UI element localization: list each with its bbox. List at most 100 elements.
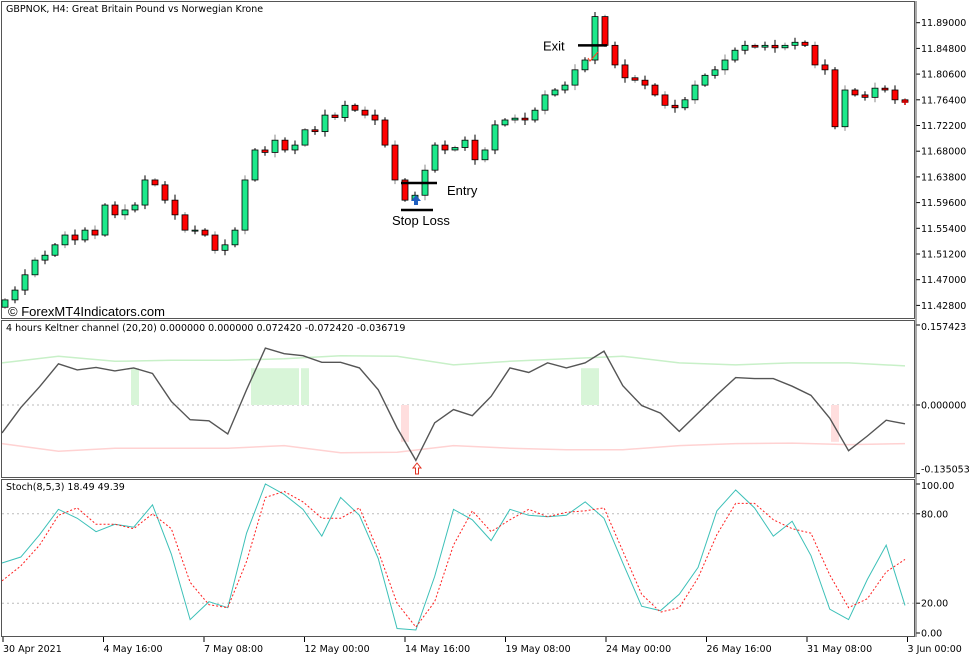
bearish-candle bbox=[471, 139, 479, 161]
bullish-candle bbox=[581, 59, 589, 71]
stoch-main-line bbox=[1, 483, 906, 631]
bullish-candle bbox=[31, 259, 39, 276]
bullish-candle bbox=[21, 274, 29, 291]
stop-loss-label: Stop Loss bbox=[392, 213, 450, 228]
bullish-candle bbox=[451, 147, 459, 151]
bearish-candle bbox=[861, 94, 869, 98]
price-axis-label: 11.51200 bbox=[921, 250, 966, 261]
bullish-candle bbox=[841, 89, 849, 128]
time-axis-label: 7 May 08:00 bbox=[204, 644, 263, 655]
check-icon bbox=[587, 51, 599, 62]
bearish-candle bbox=[391, 144, 399, 181]
price-axis-label: 11.55400 bbox=[921, 224, 966, 235]
bullish-candle bbox=[81, 229, 89, 241]
stoch-axis-label: 20.00 bbox=[921, 599, 948, 610]
stoch-axis-label: 100.00 bbox=[921, 481, 954, 492]
bullish-candle bbox=[481, 149, 489, 161]
bearish-candle bbox=[601, 16, 609, 46]
bullish-candle bbox=[701, 74, 709, 86]
bullish-candle bbox=[561, 84, 569, 91]
bullish-candle bbox=[731, 49, 739, 61]
bullish-candle bbox=[131, 204, 139, 211]
bearish-candle bbox=[751, 44, 759, 48]
bullish-candle bbox=[321, 114, 329, 133]
bearish-candle bbox=[331, 114, 339, 118]
price-axis-label: 11.72200 bbox=[921, 121, 966, 132]
bullish-candle bbox=[101, 204, 109, 236]
buy-histogram-bar bbox=[131, 368, 139, 405]
bearish-candle bbox=[801, 41, 809, 46]
bullish-candle bbox=[241, 179, 249, 231]
bullish-candle bbox=[551, 89, 559, 96]
bearish-candle bbox=[621, 64, 629, 79]
bearish-candle bbox=[671, 104, 679, 109]
bearish-candle bbox=[611, 44, 619, 66]
bullish-candle bbox=[51, 244, 59, 256]
bearish-candle bbox=[771, 44, 779, 49]
bullish-candle bbox=[491, 124, 499, 151]
price-axis-label: 11.47000 bbox=[921, 275, 966, 286]
time-axis-label: 26 May 16:00 bbox=[707, 644, 772, 655]
bearish-candle bbox=[311, 129, 319, 133]
buy-histogram-bar bbox=[251, 368, 299, 405]
bearish-candle bbox=[831, 69, 839, 128]
keltner-indicator-panel[interactable]: 4 hours Keltner channel (20,20) 0.000000… bbox=[1, 320, 915, 478]
bullish-candle bbox=[141, 179, 149, 206]
bearish-candle bbox=[361, 109, 369, 116]
bearish-candle bbox=[401, 179, 409, 201]
bullish-candle bbox=[571, 69, 579, 86]
bearish-candle bbox=[111, 204, 119, 216]
bearish-candle bbox=[171, 199, 179, 216]
price-axis-label: 11.84800 bbox=[921, 44, 966, 55]
bullish-candle bbox=[231, 229, 239, 246]
buy-histogram-bar bbox=[301, 368, 309, 405]
bearish-candle bbox=[881, 87, 889, 91]
bullish-candle bbox=[721, 59, 729, 71]
bullish-candle bbox=[711, 69, 719, 76]
bearish-candle bbox=[661, 94, 669, 106]
time-axis-label: 30 Apr 2021 bbox=[3, 644, 62, 655]
price-axis-label: 11.76400 bbox=[921, 95, 966, 106]
bullish-candle bbox=[871, 87, 879, 98]
bullish-candle bbox=[11, 289, 19, 301]
bearish-candle bbox=[821, 64, 829, 71]
price-axis-label: 11.89000 bbox=[921, 18, 966, 29]
entry-label: Entry bbox=[447, 183, 478, 198]
bullish-candle bbox=[431, 144, 439, 171]
bearish-candle bbox=[631, 77, 639, 81]
stochastic-indicator-panel[interactable]: Stoch(8,5,3) 18.49 49.39 bbox=[1, 479, 915, 637]
price-axis-label: 11.80600 bbox=[921, 70, 966, 81]
bearish-candle bbox=[851, 89, 859, 96]
bullish-candle bbox=[221, 244, 229, 251]
bullish-candle bbox=[251, 149, 259, 181]
time-axis-label: 24 May 00:00 bbox=[606, 644, 671, 655]
bullish-candle bbox=[691, 84, 699, 101]
price-chart-panel[interactable]: GBPNOK, H4: Great Britain Pound vs Norwe… bbox=[1, 1, 915, 319]
bullish-candle bbox=[1, 299, 9, 308]
time-axis-label: 3 Jun 00:00 bbox=[908, 644, 962, 655]
bullish-candle bbox=[681, 99, 689, 109]
sell-histogram-bar bbox=[831, 405, 839, 442]
bearish-candle bbox=[211, 234, 219, 251]
bullish-candle bbox=[781, 44, 789, 49]
bullish-candle bbox=[501, 119, 509, 126]
price-axis-label: 11.63800 bbox=[921, 172, 966, 183]
price-axis-label: 11.59600 bbox=[921, 198, 966, 209]
bearish-candle bbox=[181, 214, 189, 231]
bearish-candle bbox=[91, 229, 99, 236]
bullish-candle bbox=[741, 44, 749, 51]
keltner-lower-band bbox=[1, 442, 906, 454]
crosshair-marker bbox=[902, 99, 908, 105]
time-axis-label: 31 May 08:00 bbox=[807, 644, 872, 655]
time-axis-label: 4 May 16:00 bbox=[104, 644, 163, 655]
bullish-candle bbox=[271, 139, 279, 153]
exit-label: Exit bbox=[543, 38, 565, 53]
time-axis-label: 12 May 00:00 bbox=[305, 644, 370, 655]
stoch-signal-line bbox=[1, 490, 906, 628]
chart-title: GBPNOK, H4: Great Britain Pound vs Norwe… bbox=[6, 4, 264, 15]
bullish-candle bbox=[791, 41, 799, 46]
up-arrow-icon bbox=[411, 195, 421, 205]
bullish-candle bbox=[291, 144, 299, 151]
keltner-upper-band bbox=[1, 354, 906, 367]
bullish-candle bbox=[531, 109, 539, 121]
